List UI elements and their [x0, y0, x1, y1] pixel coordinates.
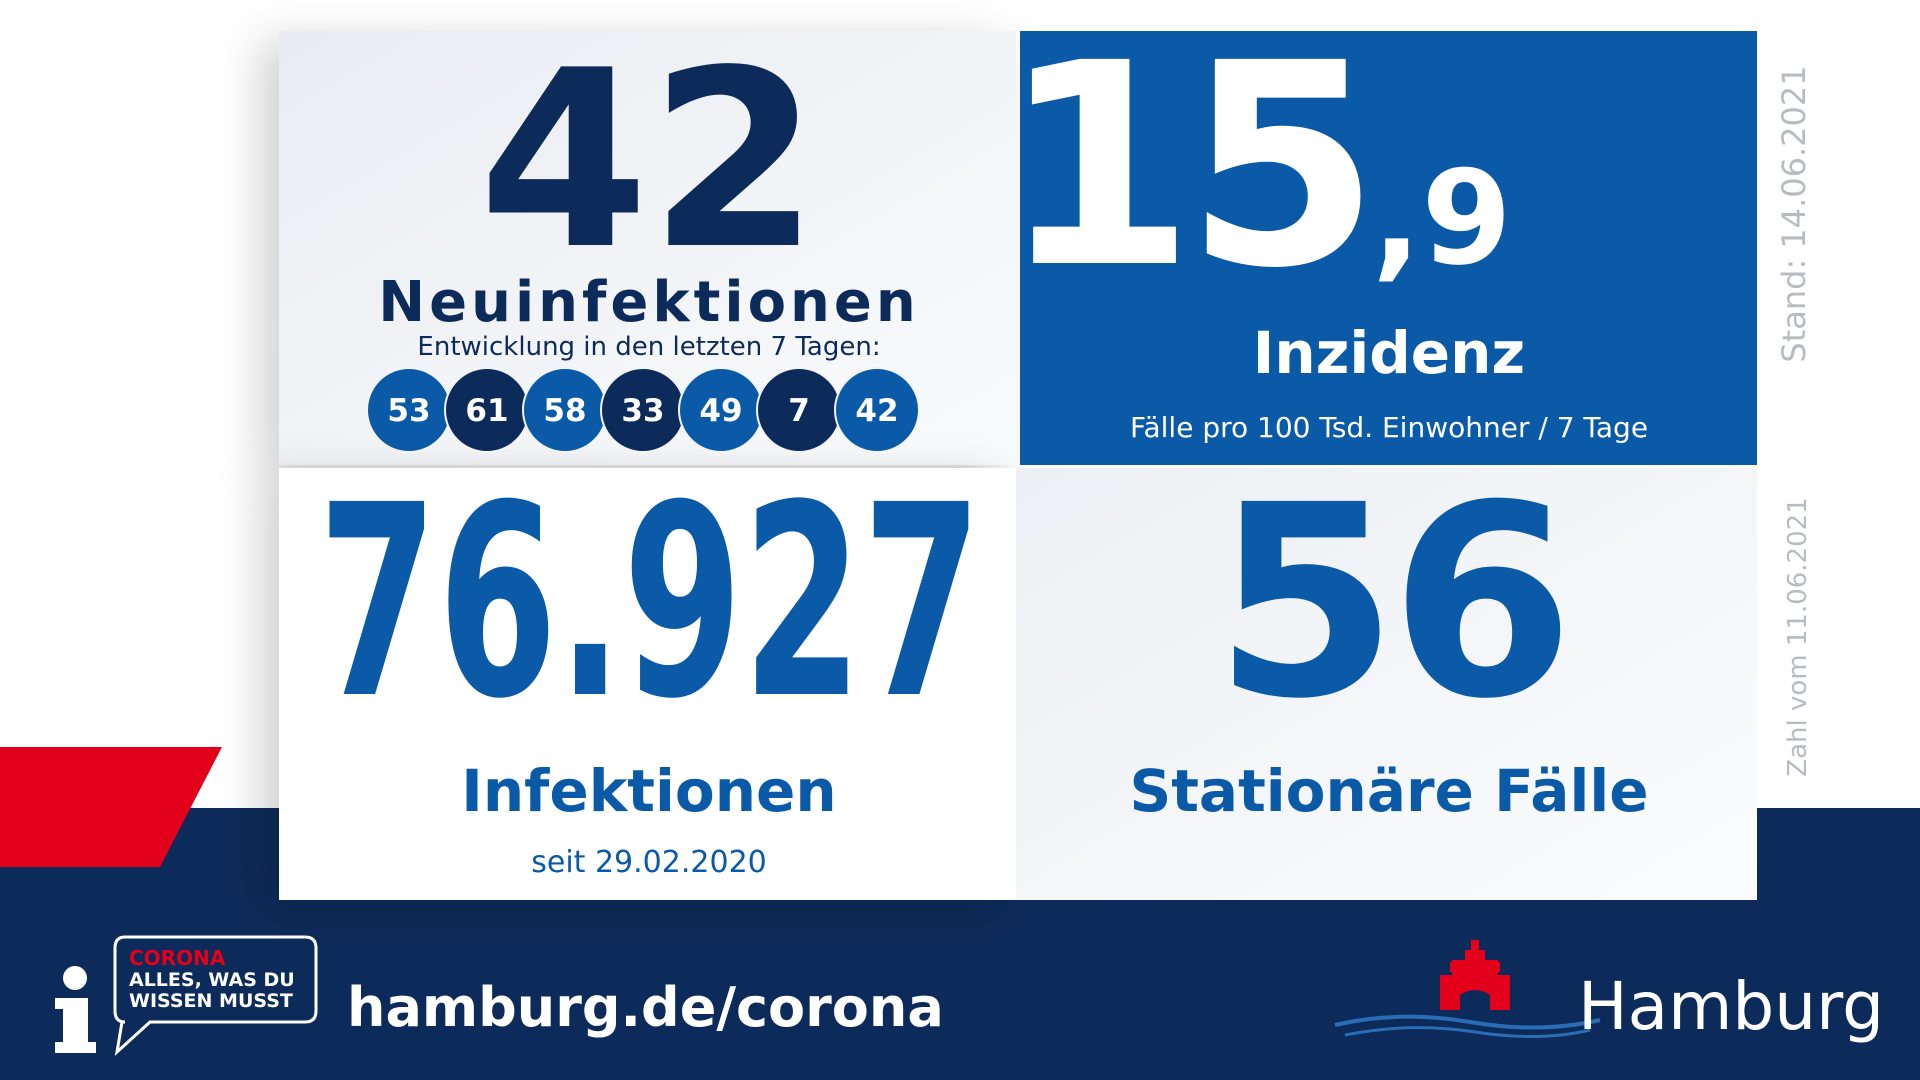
panel-hospital	[1016, 468, 1757, 900]
badge-line: CORONA	[129, 946, 226, 970]
day-value: 7	[788, 393, 810, 429]
day-value: 42	[855, 393, 898, 429]
stand-date: Stand: 14.06.2021	[1775, 65, 1813, 362]
info-icon	[55, 966, 96, 1053]
day-value: 33	[621, 393, 664, 429]
footer-url: hamburg.de/corona	[347, 976, 944, 1039]
brand: Hamburg	[1578, 968, 1884, 1045]
incidence-decimal: ,9	[1372, 142, 1512, 294]
total-note: seit 29.02.2020	[531, 845, 767, 880]
incidence-value: 15	[1000, 4, 1370, 330]
new-infections-value: 42	[479, 18, 820, 303]
last-7-days: 53 61 58 33 49 7 42	[366, 367, 920, 453]
badge-line: WISSEN MUSST	[129, 990, 293, 1012]
new-infections-subtitle: Entwicklung in den letzten 7 Tagen:	[417, 332, 880, 362]
red-accent	[0, 747, 222, 867]
badge-frame	[113, 935, 318, 1057]
new-infections-label: Neuinfektionen	[378, 270, 920, 335]
day-value: 49	[699, 393, 742, 429]
badge-line: ALLES, WAS DU	[129, 969, 295, 991]
day-circle	[834, 367, 920, 453]
incidence-label: Inzidenz	[1253, 319, 1525, 387]
hamburg-logo	[1334, 940, 1601, 1039]
hospital-value: 56	[1214, 449, 1567, 757]
day-value: 61	[465, 393, 508, 429]
panel-total	[279, 468, 1016, 900]
day-value: 58	[543, 393, 586, 429]
incidence-note: Fälle pro 100 Tsd. Einwohner / 7 Tage	[1130, 411, 1648, 444]
panel-incidence	[1020, 31, 1757, 465]
total-value: 76.927	[318, 449, 982, 757]
day-value: 53	[387, 393, 430, 429]
hospital-label: Stationäre Fälle	[1129, 757, 1648, 825]
count-date: Zahl vom 11.06.2021	[1783, 497, 1813, 776]
total-label: Infektionen	[461, 757, 836, 825]
